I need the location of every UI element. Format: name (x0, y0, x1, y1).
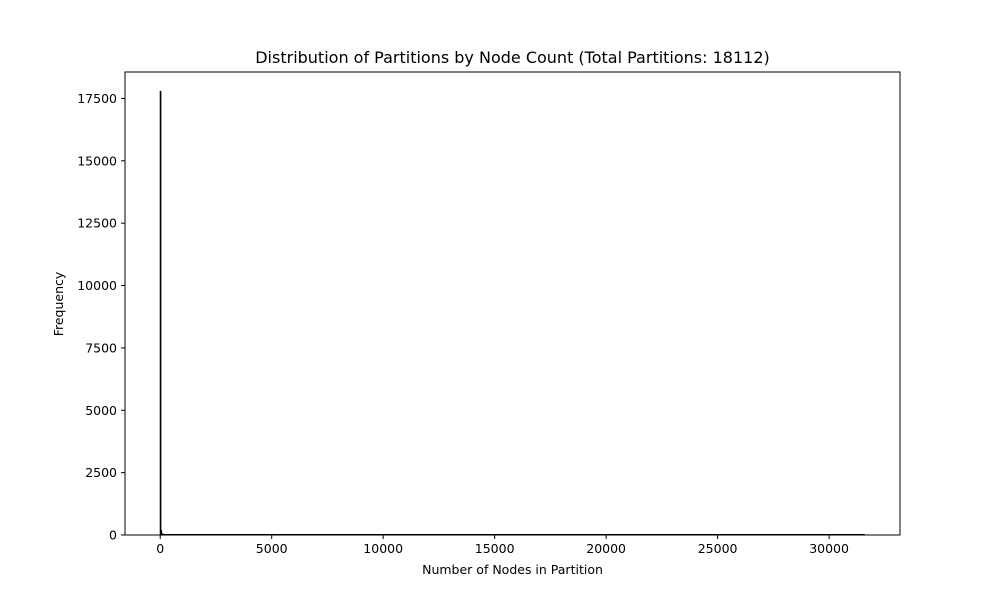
y-axis-ticks: 0 2500 5000 7500 10000 12500 15000 17500 (77, 91, 125, 543)
y-tick-label: 10000 (77, 278, 117, 293)
y-tick-label: 15000 (77, 153, 117, 168)
plot-area-frame (124, 71, 901, 536)
x-tick-label: 25000 (698, 541, 738, 556)
x-tick-label: 10000 (363, 541, 403, 556)
y-tick-label: 12500 (77, 216, 117, 231)
x-tick-label: 0 (156, 541, 164, 556)
y-tick-label: 7500 (85, 340, 117, 355)
x-tick-label: 30000 (809, 541, 849, 556)
histogram-bar (159, 90, 162, 536)
x-axis-ticks: 0 5000 10000 15000 20000 25000 30000 (156, 535, 849, 556)
x-tick-label: 5000 (256, 541, 288, 556)
y-axis-label: Frequency (51, 271, 66, 336)
y-tick-label: 17500 (77, 91, 117, 106)
x-axis-label: Number of Nodes in Partition (422, 562, 603, 577)
chart-title: Distribution of Partitions by Node Count… (255, 48, 770, 67)
x-tick-label: 15000 (475, 541, 515, 556)
y-tick-label: 2500 (85, 465, 117, 480)
y-tick-label: 0 (109, 528, 117, 543)
x-tick-label: 20000 (586, 541, 626, 556)
y-tick-label: 5000 (85, 403, 117, 418)
